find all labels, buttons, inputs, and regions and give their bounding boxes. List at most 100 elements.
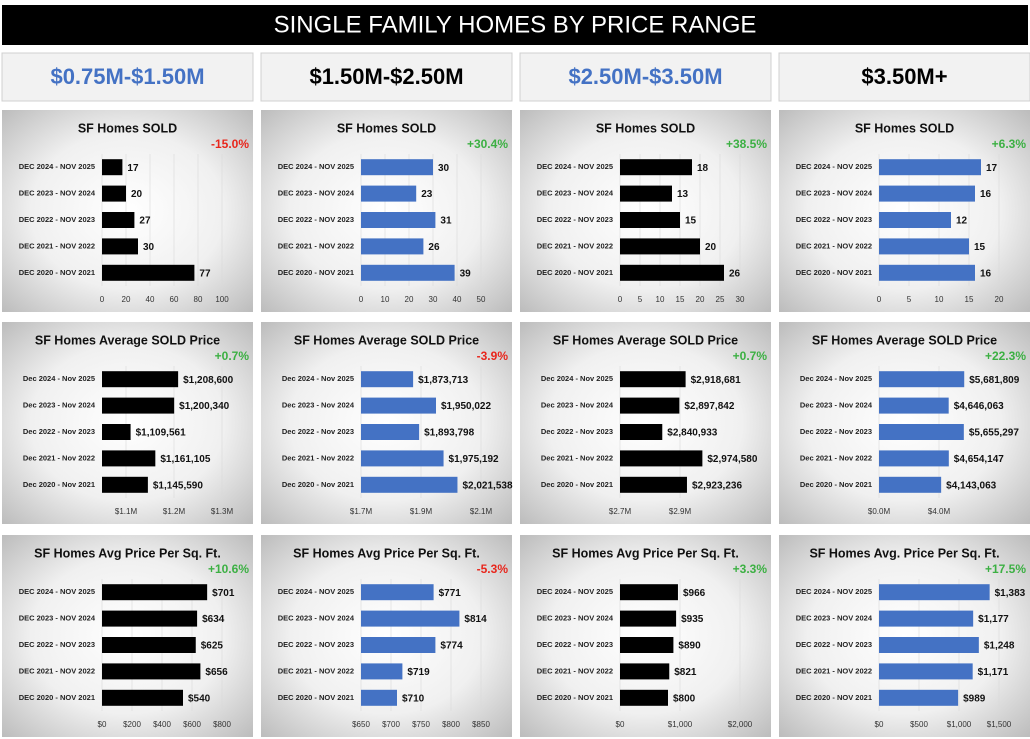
value-label: $2,840,933 <box>667 428 717 439</box>
category-label: Dec 2020 - Nov 2021 <box>800 480 872 489</box>
bar <box>620 212 680 228</box>
category-label: DEC 2022 - NOV 2023 <box>19 215 95 224</box>
value-label: $540 <box>188 693 211 704</box>
category-label: DEC 2020 - NOV 2021 <box>278 693 354 702</box>
value-label: $5,681,809 <box>969 375 1019 386</box>
category-label: Dec 2024 - Nov 2025 <box>282 374 354 383</box>
x-tick-label: $1,000 <box>668 720 693 729</box>
bar <box>620 159 692 176</box>
x-tick-label: $2.7M <box>609 507 632 516</box>
value-label: $2,974,580 <box>707 454 757 465</box>
column-header <box>519 52 772 102</box>
column-header <box>1 52 254 102</box>
value-label: 18 <box>697 163 709 174</box>
category-label: Dec 2022 - Nov 2023 <box>541 427 613 436</box>
x-tick-label: 0 <box>359 295 364 304</box>
category-label: DEC 2023 - NOV 2024 <box>19 614 96 623</box>
chart-panel <box>261 535 512 737</box>
category-label: Dec 2020 - Nov 2021 <box>541 480 613 489</box>
category-label: Dec 2020 - Nov 2021 <box>282 480 354 489</box>
category-label: DEC 2024 - NOV 2025 <box>19 162 95 171</box>
value-label: 16 <box>980 189 992 200</box>
x-tick-label: $1.9M <box>410 507 433 516</box>
category-label: DEC 2022 - NOV 2023 <box>537 640 613 649</box>
category-label: Dec 2021 - Nov 2022 <box>282 453 354 462</box>
value-label: 17 <box>986 163 998 174</box>
category-label: DEC 2024 - NOV 2025 <box>537 162 613 171</box>
bar <box>620 397 680 414</box>
chart-title: SF Homes Average SOLD Price <box>812 333 997 347</box>
value-label: $4,646,063 <box>954 401 1004 412</box>
bar <box>102 476 148 493</box>
category-label: DEC 2021 - NOV 2022 <box>796 241 872 250</box>
bar <box>361 185 417 202</box>
bar <box>879 264 975 281</box>
x-tick-label: $800 <box>213 720 231 729</box>
x-tick-label: $600 <box>183 720 201 729</box>
x-tick-label: 30 <box>429 295 438 304</box>
page-title: SINGLE FAMILY HOMES BY PRICE RANGE <box>274 11 757 38</box>
value-label: $5,655,297 <box>969 428 1019 439</box>
x-tick-label: $800 <box>442 720 460 729</box>
bar <box>620 610 677 627</box>
category-label: DEC 2021 - NOV 2022 <box>19 241 95 250</box>
bar <box>361 689 397 706</box>
x-tick-label: 100 <box>215 295 229 304</box>
bar <box>879 185 975 202</box>
x-tick-label: $2.9M <box>669 507 692 516</box>
category-label: Dec 2020 - Nov 2021 <box>23 480 95 489</box>
column-header-label: $2.50M-$3.50M <box>568 64 722 89</box>
category-label: DEC 2023 - NOV 2024 <box>537 189 614 198</box>
bar <box>620 185 672 202</box>
x-tick-label: 80 <box>194 295 203 304</box>
bar <box>102 424 131 440</box>
bar <box>361 159 433 176</box>
category-label: DEC 2020 - NOV 2021 <box>278 268 354 277</box>
x-tick-label: 20 <box>405 295 414 304</box>
x-tick-label: $2,000 <box>728 720 753 729</box>
bar <box>879 371 965 388</box>
bar <box>361 212 436 228</box>
chart-title: SF Homes Average SOLD Price <box>35 333 220 347</box>
chart-title: SF Homes SOLD <box>596 121 695 135</box>
bar <box>620 264 724 281</box>
title-bar <box>2 5 1028 45</box>
value-label: $710 <box>402 693 425 704</box>
value-label: $1,171 <box>978 667 1009 678</box>
category-label: DEC 2024 - NOV 2025 <box>278 587 354 596</box>
category-label: DEC 2021 - NOV 2022 <box>796 666 872 675</box>
category-label: DEC 2024 - NOV 2025 <box>19 587 95 596</box>
category-label: Dec 2023 - Nov 2024 <box>282 401 355 410</box>
bar <box>620 637 674 653</box>
column-header-label: $0.75M-$1.50M <box>50 64 204 89</box>
value-label: 23 <box>421 189 433 200</box>
bar <box>620 663 670 680</box>
x-tick-label: 20 <box>995 295 1004 304</box>
x-tick-label: $2.1M <box>470 507 493 516</box>
x-tick-label: $700 <box>382 720 400 729</box>
category-label: DEC 2021 - NOV 2022 <box>278 241 354 250</box>
bar <box>361 371 414 388</box>
value-label: 17 <box>127 163 139 174</box>
bar <box>879 689 959 706</box>
x-tick-label: $650 <box>352 720 370 729</box>
bar <box>102 663 201 680</box>
category-label: DEC 2020 - NOV 2021 <box>796 693 872 702</box>
bar <box>102 610 198 627</box>
value-label: 27 <box>139 216 151 227</box>
bar <box>102 397 175 414</box>
bar <box>879 450 949 467</box>
category-label: Dec 2023 - Nov 2024 <box>23 401 96 410</box>
column-header <box>778 52 1030 102</box>
value-label: $1,109,561 <box>136 428 186 439</box>
change-annotation: -15.0% <box>211 137 249 151</box>
bar <box>620 238 700 255</box>
value-label: $701 <box>212 588 235 599</box>
value-label: $656 <box>205 667 228 678</box>
value-label: 15 <box>685 216 697 227</box>
value-label: $800 <box>673 693 696 704</box>
x-tick-label: $500 <box>910 720 928 729</box>
bar <box>361 663 403 680</box>
